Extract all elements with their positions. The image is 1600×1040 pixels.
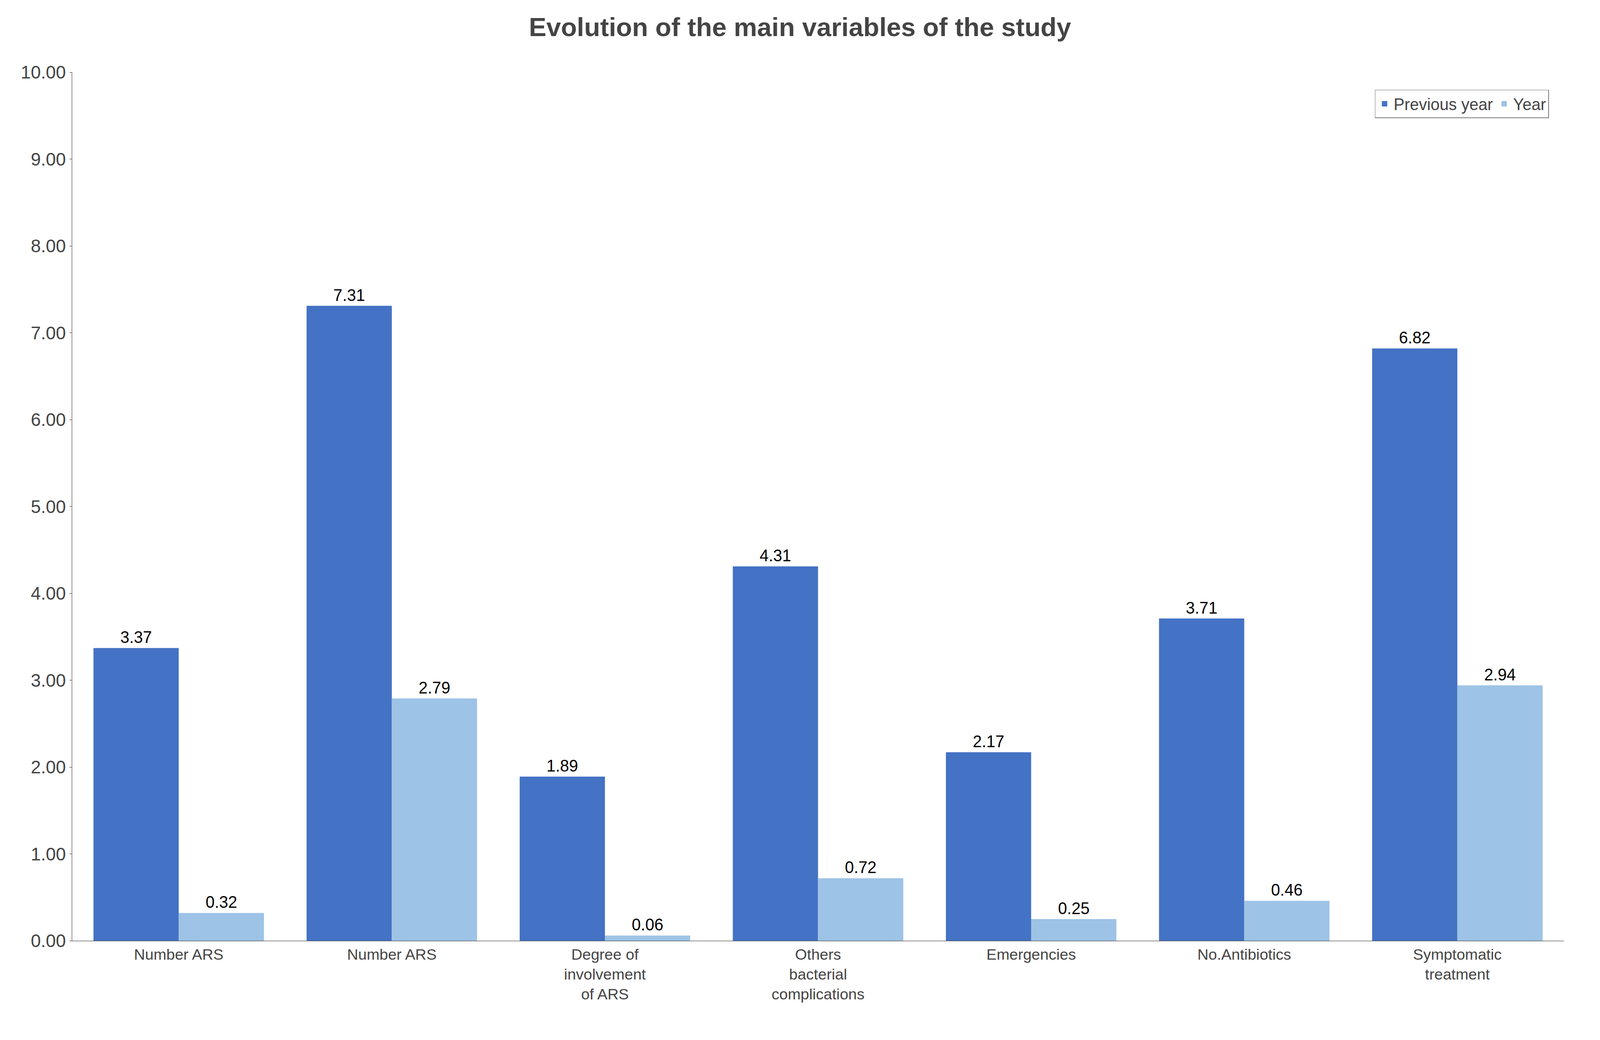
svg-text:4.00: 4.00 [30, 583, 66, 604]
svg-text:9.00: 9.00 [30, 149, 66, 170]
svg-text:Number ARS: Number ARS [133, 945, 224, 963]
svg-text:0.32: 0.32 [205, 892, 238, 912]
svg-text:4.31: 4.31 [759, 546, 792, 565]
svg-text:0.00: 0.00 [30, 930, 66, 951]
svg-text:0.25: 0.25 [1057, 899, 1090, 918]
svg-text:Degree ofinvolvementof ARS: Degree ofinvolvementof ARS [563, 945, 646, 1003]
svg-text:1.89: 1.89 [546, 756, 579, 775]
svg-text:3.37: 3.37 [120, 627, 153, 647]
svg-text:7.00: 7.00 [30, 322, 66, 343]
svg-text:0.72: 0.72 [844, 857, 877, 877]
svg-text:Previous year: Previous year [1393, 95, 1493, 114]
svg-text:7.31: 7.31 [333, 285, 365, 305]
svg-text:8.00: 8.00 [30, 235, 66, 256]
svg-text:2.94: 2.94 [1484, 665, 1516, 684]
svg-text:3.71: 3.71 [1185, 598, 1218, 618]
svg-text:Evolution of the main variable: Evolution of the main variables of the s… [528, 12, 1071, 42]
svg-text:6.82: 6.82 [1398, 328, 1431, 347]
svg-text:0.46: 0.46 [1271, 880, 1303, 900]
svg-text:Year: Year [1513, 95, 1547, 114]
svg-text:Othersbacterialcomplications: Othersbacterialcomplications [771, 945, 865, 1003]
svg-text:0.06: 0.06 [631, 915, 664, 934]
svg-text:5.00: 5.00 [30, 496, 66, 517]
svg-text:Number ARS: Number ARS [346, 945, 437, 963]
svg-text:Emergencies: Emergencies [986, 945, 1076, 963]
svg-text:10.00: 10.00 [20, 62, 66, 83]
svg-text:No.Antibiotics: No.Antibiotics [1197, 945, 1292, 963]
svg-text:2.00: 2.00 [30, 756, 66, 777]
svg-text:1.00: 1.00 [30, 843, 66, 864]
svg-text:2.79: 2.79 [418, 678, 451, 697]
svg-text:6.00: 6.00 [30, 409, 66, 430]
svg-text:Symptomatictreatment: Symptomatictreatment [1413, 945, 1503, 983]
svg-text:3.00: 3.00 [30, 670, 66, 691]
svg-text:2.17: 2.17 [972, 732, 1005, 751]
